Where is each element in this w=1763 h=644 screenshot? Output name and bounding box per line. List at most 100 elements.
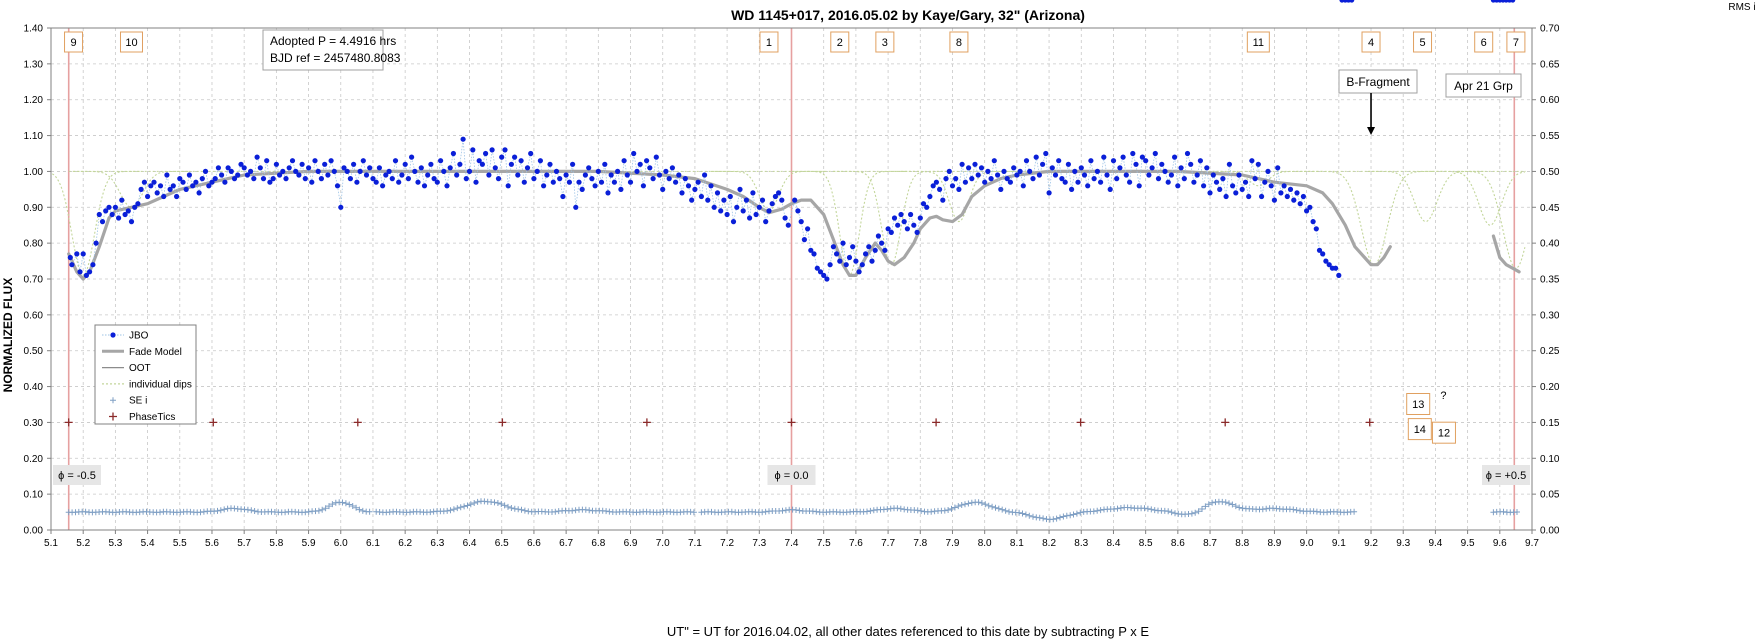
jbo-point: [827, 262, 833, 268]
jbo-point: [511, 154, 518, 160]
dip-label-7-text: 7: [1513, 37, 1519, 49]
jbo-point: [640, 183, 647, 189]
jbo-point: [251, 176, 257, 182]
jbo-point: [1197, 158, 1203, 164]
jbo-point: [586, 165, 592, 171]
x-tick-label: 7.6: [849, 538, 863, 549]
x-tick-label: 7.9: [946, 538, 960, 549]
jbo-point: [608, 172, 614, 178]
jbo-point: [495, 176, 502, 182]
sei-marker: [1236, 504, 1243, 511]
sei-marker: [1195, 508, 1202, 515]
jbo-point: [286, 165, 292, 171]
sei-marker: [955, 503, 962, 510]
jbo-point: [1162, 168, 1168, 174]
jbo-point: [1307, 204, 1313, 210]
jbo-point: [386, 168, 392, 174]
phase-label-text: ϕ = 0.0: [775, 470, 809, 482]
jbo-point: [502, 147, 508, 153]
jbo-point: [814, 265, 820, 271]
jbo-point: [405, 176, 411, 182]
jbo-point: [750, 190, 756, 196]
sei-marker: [1290, 506, 1297, 513]
sei-marker: [518, 506, 525, 513]
jbo-point: [351, 161, 357, 167]
jbo-point: [576, 179, 582, 185]
y2-axis-label: RMS i: [1728, 2, 1755, 13]
question-mark: ?: [1440, 390, 1446, 402]
jbo-point: [1072, 168, 1078, 174]
phase-label-box: [767, 465, 816, 485]
phase-label-box: [53, 465, 101, 485]
legend-frame: [94, 324, 197, 425]
sei-marker: [1050, 516, 1057, 523]
y2-tick-label: 0.70: [1540, 24, 1560, 35]
x-tick-label: 8.6: [1171, 538, 1185, 549]
jbo-point: [537, 158, 544, 164]
jbo-point: [119, 197, 125, 203]
jbo-point: [341, 165, 347, 171]
dip-label-3-box: [875, 31, 895, 53]
jbo-point: [212, 176, 218, 182]
x-tick-label: 9.6: [1493, 538, 1507, 549]
sei-marker: [1293, 507, 1300, 514]
jbo-point: [930, 183, 936, 189]
jbo-point: [1094, 168, 1100, 174]
jbo-point: [920, 201, 927, 207]
jbo-point: [428, 161, 434, 167]
sei-marker: [315, 507, 322, 514]
sei-marker: [992, 504, 999, 511]
x-tick-label: 6.4: [463, 538, 477, 549]
jbo-point: [354, 179, 360, 185]
dip-label-6: 6: [1474, 31, 1494, 53]
sei-marker: [1002, 507, 1009, 514]
sei-marker: [945, 507, 952, 513]
sei-marker: [1026, 512, 1033, 519]
jbo-point: [618, 186, 624, 192]
jbo-point: [924, 204, 930, 210]
dip-label-2-box: [830, 31, 850, 53]
sei-marker: [1351, 508, 1358, 515]
legend-entry: individual dips: [102, 379, 192, 390]
b-fragment-text: B-Fragment: [1346, 75, 1410, 89]
y-tick-label: 0.20: [24, 454, 44, 465]
jbo-point: [753, 211, 759, 218]
jbo-point: [1278, 190, 1284, 196]
info-box-line: Adopted P = 4.4916 hrs: [270, 34, 396, 48]
jbo-point: [1159, 161, 1165, 167]
jbo-point: [637, 161, 643, 167]
phasetic-marker: [932, 418, 941, 427]
jbo-point: [824, 276, 830, 282]
jbo-point: [83, 272, 89, 278]
legend-label: SE i: [129, 396, 147, 407]
sei-marker: [221, 506, 228, 513]
apr21-text: Apr 21 Grp: [1454, 79, 1513, 93]
jbo-point: [96, 211, 102, 218]
sei-marker: [454, 505, 461, 512]
jbo-point: [312, 158, 318, 164]
jbo-point: [982, 179, 988, 185]
jbo-point: [222, 179, 228, 185]
jbo-point: [711, 204, 717, 210]
jbo-point: [489, 147, 495, 153]
jbo-point: [1172, 154, 1178, 160]
jbo-point: [792, 197, 798, 203]
sei-marker: [248, 507, 255, 514]
jbo-point: [872, 247, 878, 253]
jbo-point: [505, 183, 511, 189]
jbo-point: [1143, 158, 1149, 164]
jbo-point: [1287, 186, 1294, 192]
b-fragment-box: [1338, 69, 1418, 94]
jbo-point: [135, 201, 141, 207]
jbo-point: [798, 219, 804, 225]
jbo-point: [801, 237, 808, 243]
sei-marker: [464, 502, 471, 509]
jbo-point: [1268, 183, 1274, 189]
jbo-point: [1146, 172, 1152, 178]
x-tick-label: 8.8: [1235, 538, 1249, 549]
jbo-point: [273, 161, 279, 167]
jbo-point: [1310, 219, 1316, 225]
legend-entry: Fade Model: [102, 347, 182, 358]
jbo-point: [441, 168, 447, 174]
x-tick-label: 6.7: [559, 538, 573, 549]
